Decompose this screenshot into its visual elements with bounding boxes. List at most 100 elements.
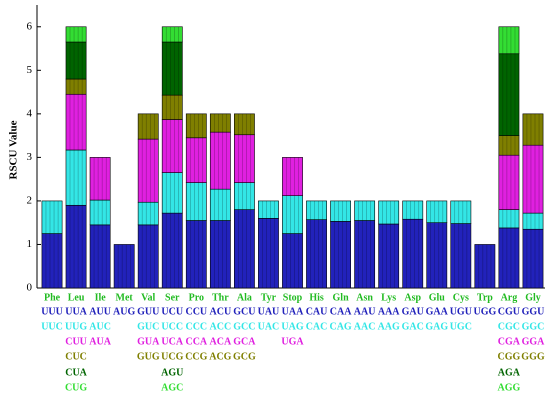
codon-label: GGA <box>522 336 546 347</box>
bar-segment <box>209 220 231 289</box>
bar-segment <box>522 113 544 146</box>
category-label: Glu <box>429 292 446 303</box>
bar-segment <box>185 137 207 183</box>
bar-segment <box>378 200 400 225</box>
codon-label: AAC <box>354 321 376 332</box>
bar-segment <box>65 204 87 289</box>
bar-segment <box>330 200 351 222</box>
codon-label: UCU <box>161 306 183 317</box>
bar-segment <box>209 113 231 133</box>
codon-label: GAA <box>426 306 449 317</box>
codon-label: UGC <box>450 321 472 332</box>
category-label: Met <box>116 292 134 303</box>
bar-segment <box>234 113 255 136</box>
codon-label: GGU <box>522 306 545 317</box>
bar-segment <box>65 78 87 95</box>
codon-label: AGU <box>161 367 183 378</box>
bar-segment <box>450 200 472 224</box>
codon-label: CCU <box>185 306 207 317</box>
bar-segment <box>89 157 111 201</box>
codon-label: UCG <box>161 351 183 362</box>
category-label: Val <box>141 292 155 303</box>
bar-segment <box>474 244 496 289</box>
bar-segment <box>161 41 183 96</box>
codon-label: AAG <box>378 321 400 332</box>
codon-label: GUG <box>137 351 160 362</box>
codon-label: UUC <box>41 321 63 332</box>
bar-segment <box>282 157 303 196</box>
codon-label: CAA <box>330 306 352 317</box>
bar-segment <box>498 154 520 210</box>
category-label: Asn <box>356 292 373 303</box>
y-tick-label: 5 <box>27 64 33 76</box>
category-label: Cys <box>453 292 469 303</box>
codon-label: UUU <box>41 306 63 317</box>
codon-label: AGA <box>498 367 521 378</box>
codon-label: CGA <box>498 336 521 347</box>
bar-segment <box>41 200 63 234</box>
codon-label: GAC <box>402 321 424 332</box>
bar-segment <box>209 188 231 221</box>
category-label: Asp <box>404 292 421 303</box>
codon-label: GCU <box>233 306 255 317</box>
bar-segment <box>113 244 135 289</box>
bar-segment <box>522 228 544 289</box>
codon-label: UGG <box>473 306 496 317</box>
bar-segment <box>354 220 376 289</box>
codon-label: AUU <box>89 306 111 317</box>
codon-label: GCA <box>233 336 256 347</box>
bar-segment <box>89 224 111 289</box>
category-label: His <box>309 292 324 303</box>
codon-label: UGU <box>450 306 472 317</box>
codon-label: AGC <box>161 382 183 393</box>
bar-segment <box>161 94 183 120</box>
bar-segment <box>498 135 520 156</box>
bar-segment <box>522 144 544 214</box>
bar-segment <box>65 41 87 80</box>
codon-label: GGC <box>522 321 545 332</box>
bar-segment <box>41 233 63 289</box>
category-label: Thr <box>212 292 229 303</box>
codon-label: GAG <box>425 321 448 332</box>
y-tick-label: 2 <box>27 194 33 206</box>
category-label: Tyr <box>261 292 277 303</box>
category-label: Ile <box>95 292 107 303</box>
codon-label: ACA <box>210 336 232 347</box>
codon-label: CUG <box>65 382 87 393</box>
codon-label: CAG <box>329 321 351 332</box>
bar-segment <box>306 200 327 220</box>
codon-label: CUA <box>65 367 87 378</box>
bar-segment <box>258 218 279 289</box>
bar-segment <box>282 233 303 289</box>
category-label: Pro <box>189 292 204 303</box>
category-label: Phe <box>44 292 61 303</box>
category-label: Gly <box>525 292 541 303</box>
codon-label: CCA <box>185 336 207 347</box>
codon-label: UAU <box>258 306 280 317</box>
bar-segment <box>185 182 207 221</box>
codon-label: ACG <box>209 351 231 362</box>
bar-segment <box>378 223 400 289</box>
codon-label: CCG <box>185 351 207 362</box>
codon-label: GCC <box>233 321 255 332</box>
category-label: Lys <box>381 292 396 303</box>
bar-segment <box>306 219 327 289</box>
codon-label: GUU <box>137 306 159 317</box>
y-tick-label: 6 <box>27 20 33 32</box>
codon-label: CUC <box>65 351 87 362</box>
y-axis-label: RSCU Value <box>8 120 20 179</box>
bar-segment <box>258 200 279 219</box>
codon-label: CGU <box>498 306 520 317</box>
bar-segment <box>234 134 255 183</box>
codon-label: CAC <box>306 321 328 332</box>
codon-label: UCC <box>161 321 183 332</box>
bar-segment <box>161 119 183 173</box>
codon-label: GUC <box>137 321 159 332</box>
y-tick-label: 0 <box>27 282 33 294</box>
codon-label: GAU <box>402 306 424 317</box>
category-label: Trp <box>477 292 493 303</box>
codon-label: UAA <box>282 306 304 317</box>
codon-label: CUU <box>65 336 87 347</box>
bar-segment <box>89 199 111 226</box>
